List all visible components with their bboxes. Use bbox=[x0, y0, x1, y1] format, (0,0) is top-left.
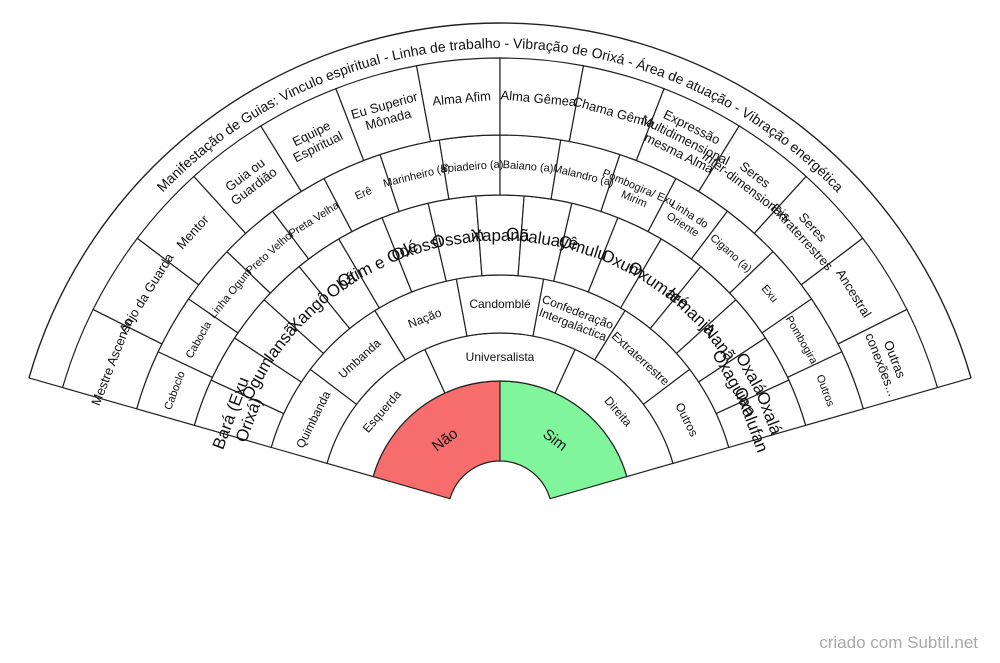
outer-frame-edge-right bbox=[937, 377, 972, 389]
ring1-label-universalista: Universalista bbox=[466, 350, 535, 364]
ring4-label-boiadeiro-a: Boiadeiro (a) bbox=[440, 158, 504, 175]
ring3-label-xapana: Xapanã bbox=[471, 226, 530, 245]
ring4-label-baiano-a: Baiano (a) bbox=[502, 159, 554, 175]
ring2-label-candomble: Candomblé bbox=[469, 297, 531, 311]
ring5-label-alma-afim: Alma Afim bbox=[432, 88, 492, 108]
ring5-segment-outras-conexoes bbox=[837, 308, 939, 410]
outer-frame-edge-left bbox=[28, 377, 63, 389]
chart-segments bbox=[28, 22, 972, 500]
credit-text: criado com Subtil.net bbox=[819, 633, 978, 652]
ring5-label-alma-gemea: Alma Gêmea bbox=[500, 87, 578, 109]
outer-frame-arc bbox=[28, 22, 972, 379]
